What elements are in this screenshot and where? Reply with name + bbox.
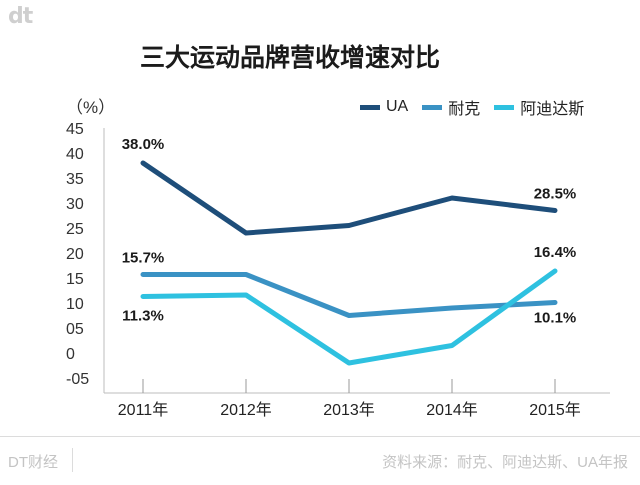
data-label: 16.4% xyxy=(534,244,577,261)
legend-item-ua: UA xyxy=(360,98,408,116)
source-note: 资料来源：耐克、阿迪达斯、UA年报 xyxy=(382,454,628,471)
x-tick-label: 2012年 xyxy=(220,401,272,419)
legend-label-ua: UA xyxy=(386,98,409,115)
footer-brand: DT财经 xyxy=(8,454,58,471)
data-label: 11.3% xyxy=(122,308,164,325)
y-tick-label: 40 xyxy=(66,146,84,163)
chart-title: 三大运动品牌营收增速对比 xyxy=(140,43,441,72)
y-tick-label: 30 xyxy=(66,196,84,213)
legend-label-nike: 耐克 xyxy=(448,101,481,118)
legend-swatch-adidas xyxy=(494,104,515,110)
y-tick-label: -05 xyxy=(66,371,89,388)
y-tick-label: 0 xyxy=(66,346,75,363)
x-tick-label: 2011年 xyxy=(118,401,168,419)
y-tick-label: 10 xyxy=(66,296,84,313)
y-axis-unit: （%） xyxy=(66,98,116,117)
data-label: 15.7% xyxy=(122,250,165,267)
legend-item-adidas: 阿迪达斯 xyxy=(494,95,584,119)
y-tick-label: 25 xyxy=(66,221,84,238)
footer-divider-line xyxy=(0,436,640,437)
legend-swatch-ua xyxy=(360,104,380,110)
x-tick-label: 2013年 xyxy=(323,401,375,419)
data-label: 38.0% xyxy=(122,136,165,153)
series-line-ua xyxy=(140,160,558,236)
legend: UA 耐克 阿迪达斯 xyxy=(360,95,584,119)
y-tick-label: 45 xyxy=(66,121,84,138)
y-tick-label: 20 xyxy=(66,246,84,263)
legend-label-adidas: 阿迪达斯 xyxy=(520,101,585,118)
footer-separator xyxy=(72,448,73,472)
data-label: 10.1% xyxy=(534,310,577,327)
data-label: 28.5% xyxy=(534,186,577,203)
y-tick-label: 05 xyxy=(66,321,84,338)
x-tick-label: 2015年 xyxy=(529,401,581,419)
series-line-adidas xyxy=(140,268,558,366)
legend-item-nike: 耐克 xyxy=(422,95,480,119)
legend-swatch-nike xyxy=(422,104,443,110)
y-tick-label: 35 xyxy=(66,171,84,188)
x-tick-label: 2014年 xyxy=(426,401,478,419)
series-line-nike xyxy=(140,272,558,318)
y-tick-label: 15 xyxy=(66,271,84,288)
dt-logo: dt xyxy=(8,4,33,29)
